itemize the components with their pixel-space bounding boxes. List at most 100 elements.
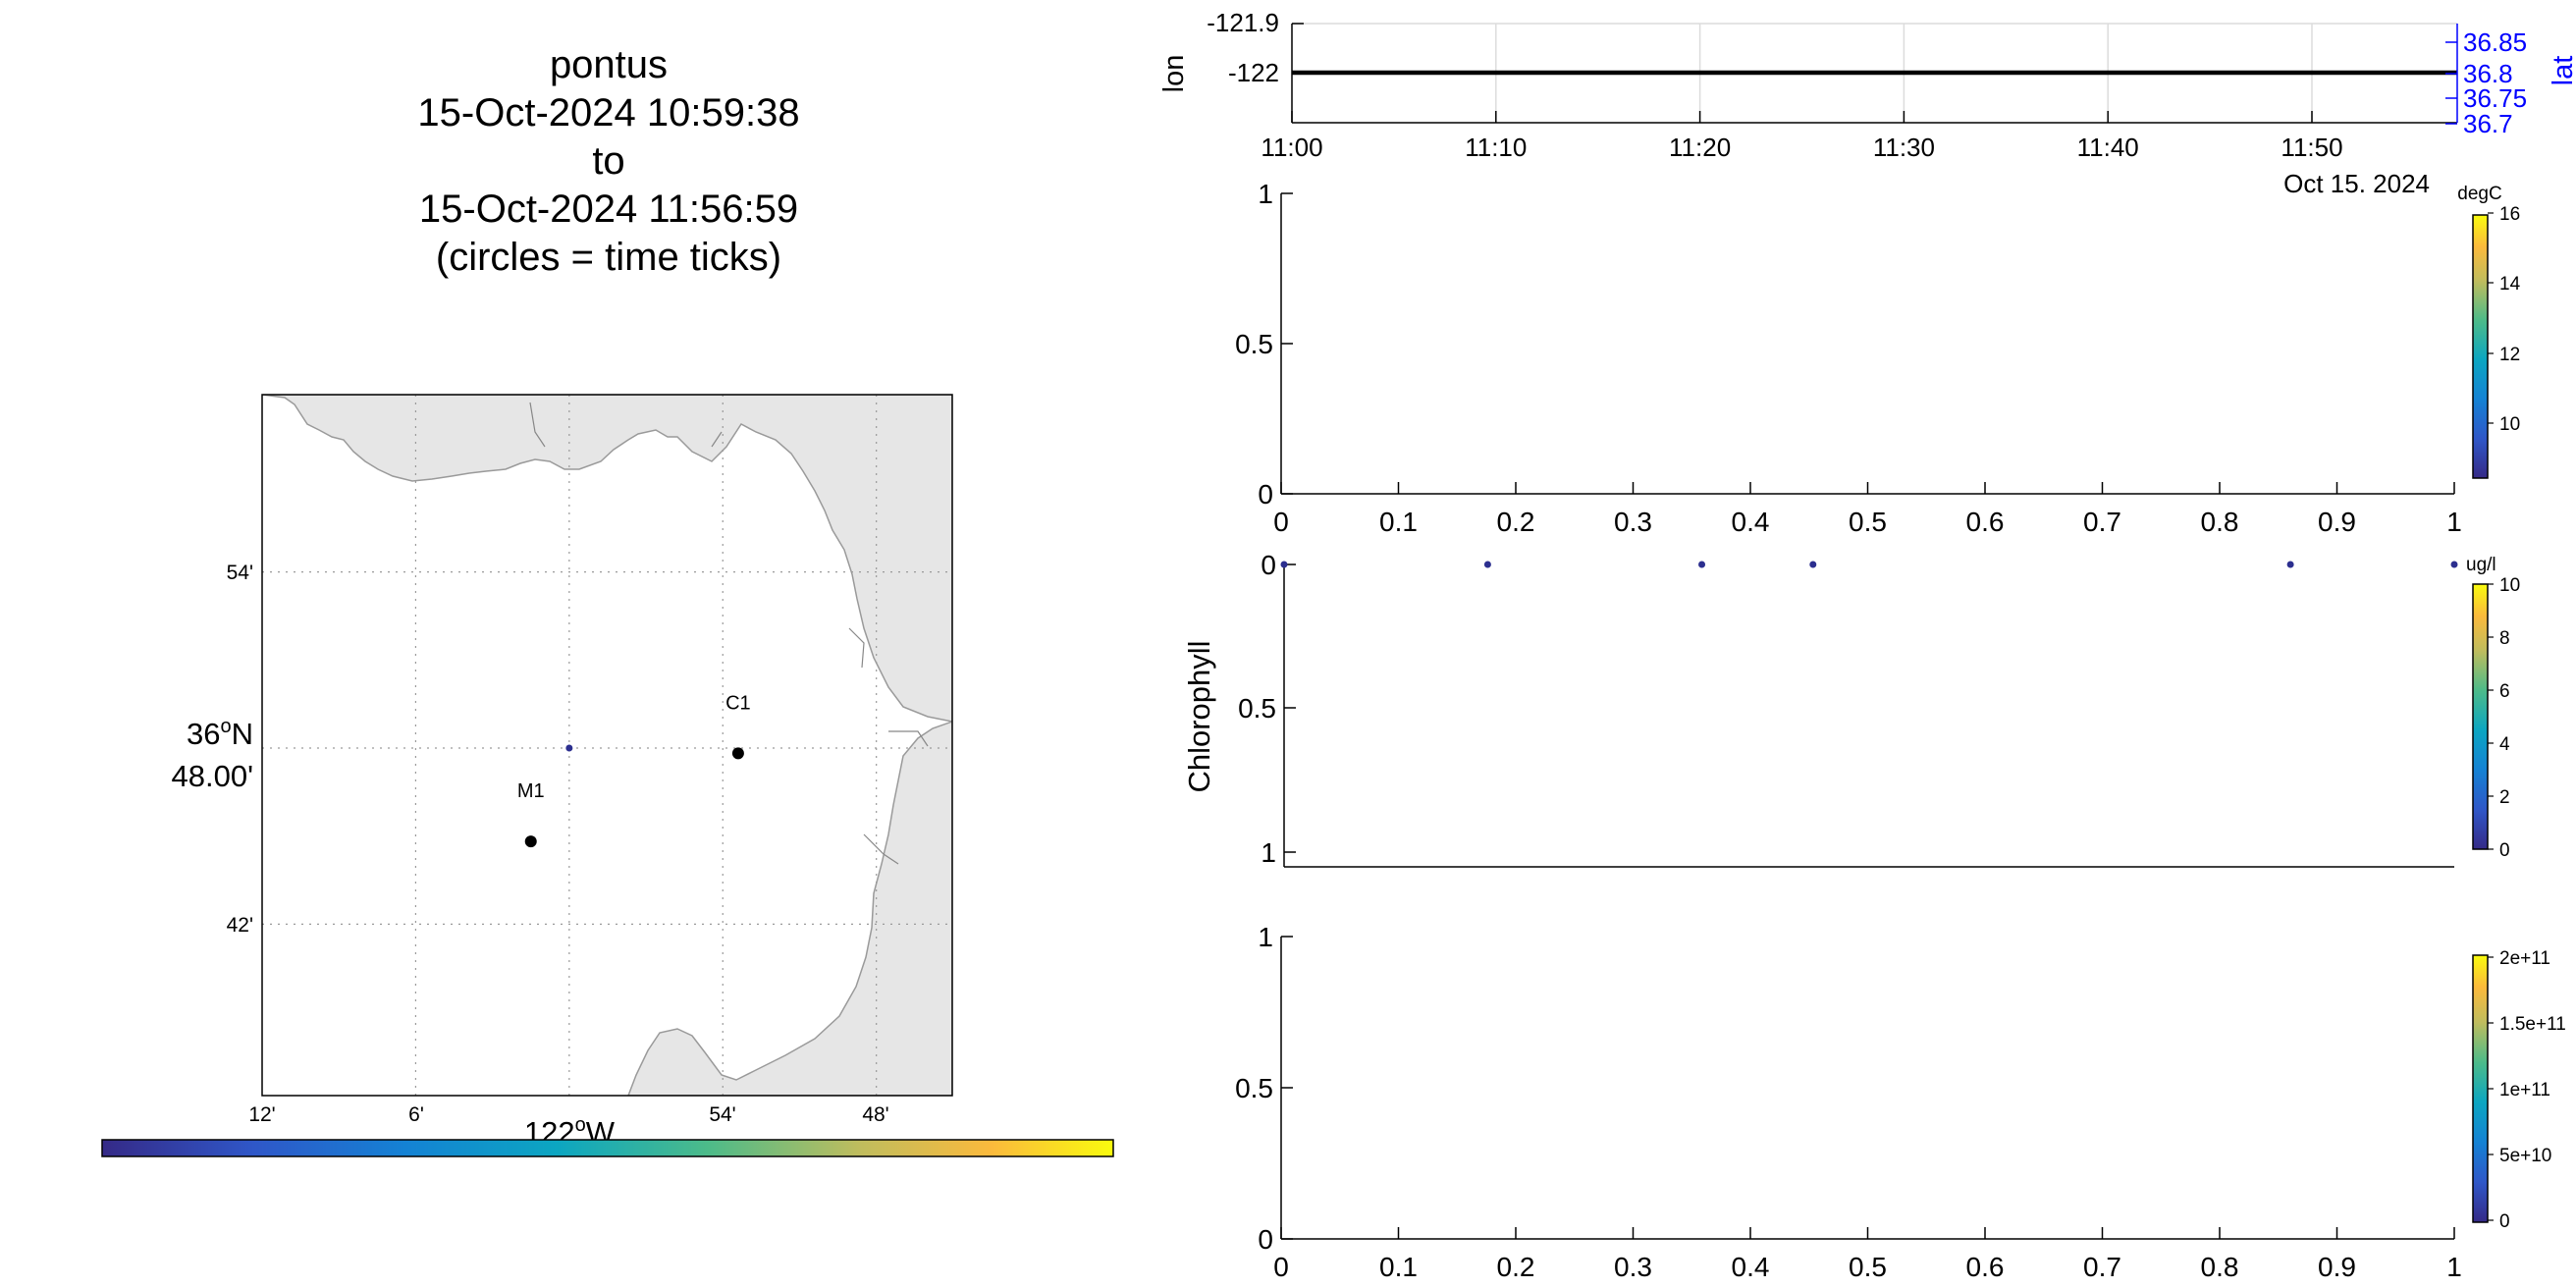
station-label-c1: C1: [725, 692, 751, 714]
temp-ytick-2: 0: [1258, 479, 1273, 510]
bottom-xtick-1: 0.1: [1379, 1252, 1418, 1282]
bottom-xtick-5: 0.5: [1849, 1252, 1887, 1282]
bottom-xtick-10: 1: [2446, 1252, 2462, 1282]
map-stations: C1 M1: [517, 692, 751, 848]
bottom-panel: 10.500 0.1 0.2 0.3 0.4 0.5 0.6 0.7 0.8 0.9 1 2e+11…: [1235, 922, 2566, 1282]
lat-tick-0: 36.85: [2463, 27, 2527, 57]
bottom-xtick-0: 0: [1273, 1252, 1289, 1282]
chl-point-0: [1280, 561, 1288, 568]
station-marker-c1: [731, 747, 744, 760]
chl-point-3: [1809, 561, 1817, 568]
lat-tick-42: 42': [227, 914, 253, 937]
title-note: (circles = time ticks): [435, 236, 782, 279]
time-tick-3: 11:30: [1873, 133, 1935, 162]
temp-xtick-1: 0.1: [1379, 507, 1418, 537]
bottom-xtick-6: 0.6: [1966, 1252, 2005, 1282]
lat-tick-2: 36.75: [2463, 83, 2527, 113]
chl-cb-tick-4: 2: [2499, 787, 2510, 808]
lon-tick-12: 12': [248, 1103, 275, 1126]
temp-xtick-3: 0.3: [1614, 507, 1652, 537]
time-tick-1: 11:10: [1465, 133, 1527, 162]
chl-point-4: [2286, 561, 2294, 568]
time-axis-ticks: 11:00 11:10 11:20 11:30 11:40 11:50: [1261, 111, 2343, 162]
temp-cb-tick-3: 10: [2499, 414, 2520, 435]
time-tick-5: 11:50: [2281, 133, 2342, 162]
chl-points: [1280, 561, 2458, 568]
temp-xtick-5: 0.5: [1849, 507, 1887, 537]
station-label-m1: M1: [517, 780, 545, 802]
chl-cb-tick-3: 4: [2499, 734, 2510, 755]
temp-xtick-6: 0.6: [1966, 507, 2005, 537]
map-graticule: [262, 395, 952, 1096]
temp-cb-tick-2: 12: [2499, 345, 2520, 365]
chl-point-1: [1483, 561, 1491, 568]
temp-cb-tick-1: 14: [2499, 274, 2521, 295]
bottom-cb-tick-2: 1e+11: [2499, 1080, 2550, 1100]
temp-xtick-10: 1: [2446, 507, 2462, 537]
bottom-cb-tick-3: 5e+10: [2499, 1146, 2551, 1166]
temp-ytick-1: 0.5: [1235, 329, 1273, 359]
time-tick-2: 11:20: [1669, 133, 1731, 162]
bottom-cb-tick-1: 1.5e+11: [2499, 1014, 2566, 1035]
chl-cb-tick-5: 0: [2499, 840, 2510, 861]
track-ylabel-lat: lat: [2548, 56, 2576, 86]
temperature-panel: 10.500 0.1 0.2 0.3 0.4 0.5 0.6 0.7 0.8 0.9 1 degC …: [1235, 179, 2521, 537]
map-colorbar: [101, 1139, 1114, 1157]
figure-title: pontus 15-Oct-2024 10:59:38 to 15-Oct-20…: [275, 41, 942, 282]
track-ylabel-lon: lon: [1158, 55, 1190, 93]
lon-tick-6: 6': [408, 1103, 424, 1126]
temp-colorbar: [2472, 214, 2489, 479]
title-to: to: [592, 139, 625, 183]
bottom-ytick-2: 0: [1258, 1224, 1273, 1255]
bottom-xtick-8: 0.8: [2201, 1252, 2239, 1282]
land-bottom: [627, 721, 952, 1096]
chl-ytick-2: 1: [1261, 837, 1276, 868]
chlorophyll-panel: 0 0.5 1 Chlorophyll ug/l 10 8 6 4 2 0: [1182, 550, 2520, 868]
land-top: [262, 395, 952, 723]
bottom-xtick-3: 0.3: [1614, 1252, 1652, 1282]
time-tick-0: 11:00: [1261, 133, 1322, 162]
temp-xtick-0: 0: [1273, 507, 1289, 537]
temp-xtick-9: 0.9: [2318, 507, 2356, 537]
time-tick-4: 11:40: [2077, 133, 2139, 162]
station-marker-m1: [524, 835, 537, 848]
title-end-time: 15-Oct-2024 11:56:59: [418, 188, 799, 231]
bottom-ytick-0: 1: [1258, 922, 1273, 952]
temp-ytick-0: 1: [1258, 179, 1273, 209]
lon-tick-mid: -122: [1228, 58, 1279, 87]
title-vehicle: pontus: [549, 43, 669, 86]
temp-xtick-4: 0.4: [1732, 507, 1770, 537]
lon-tick-top: -121.9: [1207, 8, 1279, 37]
bottom-cb-tick-4: 0: [2499, 1211, 2510, 1232]
bottom-xtick-7: 0.7: [2083, 1252, 2121, 1282]
temp-cb-tick-0: 16: [2499, 204, 2520, 225]
chl-cb-tick-0: 10: [2499, 575, 2520, 596]
title-start-time: 15-Oct-2024 10:59:38: [417, 91, 800, 134]
map-track-point: [565, 744, 573, 752]
lat-tick-1: 36.8: [2463, 59, 2513, 88]
bottom-cb-tick-0: 2e+11: [2499, 948, 2550, 969]
track-date-label: Oct 15. 2024: [2283, 169, 2430, 198]
lon-tick-54: 54': [709, 1103, 735, 1126]
chl-ytick-1: 0.5: [1238, 693, 1276, 724]
lat-tick-3: 36.7: [2463, 109, 2513, 138]
chl-point-2: [1698, 561, 1706, 568]
bottom-xtick-2: 0.2: [1497, 1252, 1535, 1282]
bottom-xtick-9: 0.9: [2318, 1252, 2356, 1282]
temp-xtick-2: 0.2: [1497, 507, 1535, 537]
chl-cb-tick-1: 8: [2499, 628, 2510, 649]
lon-tick-48: 48': [862, 1103, 888, 1126]
chl-colorbar-units: ug/l: [2466, 555, 2496, 575]
chl-ytick-0: 0: [1261, 550, 1276, 580]
map-frame: [261, 394, 953, 1097]
temp-colorbar-units: degC: [2457, 184, 2501, 204]
temp-xtick-7: 0.7: [2083, 507, 2121, 537]
map-lat-labels: 54' 42' 36oN 48.00': [172, 562, 254, 937]
bottom-ytick-1: 0.5: [1235, 1073, 1273, 1103]
bottom-colorbar: [2472, 954, 2489, 1223]
chl-ylabel: Chlorophyll: [1182, 640, 1216, 792]
lat-minute-label: 48.00': [172, 759, 254, 793]
